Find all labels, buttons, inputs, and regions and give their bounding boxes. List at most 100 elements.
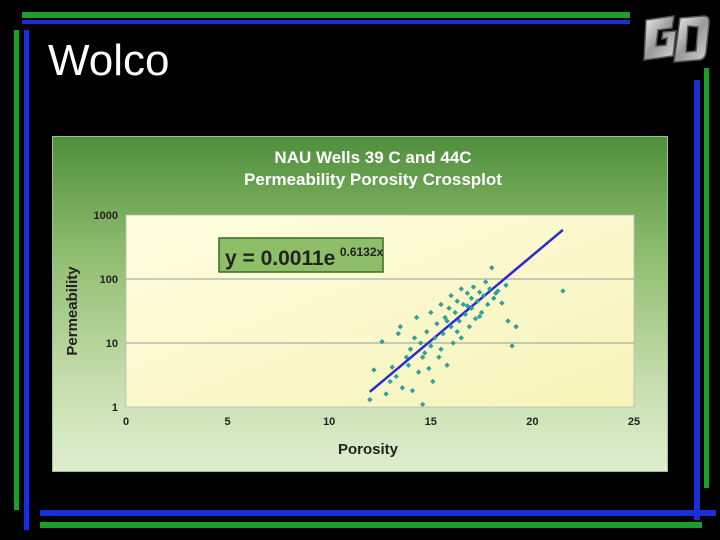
chart-svg: NAU Wells 39 C and 44C Permeability Poro… <box>64 148 640 458</box>
data-point <box>448 292 454 299</box>
frame-right-green-bar <box>704 68 709 488</box>
data-point <box>383 391 389 397</box>
frame-top-blue-bar <box>22 20 630 24</box>
x-tick-label: 10 <box>323 416 335 428</box>
trend-line <box>369 228 564 393</box>
x-axis-label: Porosity <box>338 441 399 458</box>
data-point <box>480 292 487 299</box>
slide-title: Wolco <box>48 36 170 85</box>
chart-panel: NAU Wells 39 C and 44C Permeability Poro… <box>52 136 668 472</box>
data-point <box>422 350 428 356</box>
data-point <box>452 309 458 316</box>
data-point <box>513 323 519 330</box>
frame-right-blue-bar <box>694 80 700 520</box>
data-point <box>434 321 440 327</box>
data-point <box>393 373 399 380</box>
data-point <box>444 318 450 324</box>
data-point <box>405 362 412 368</box>
x-tick-label: 5 <box>225 416 231 428</box>
data-point <box>409 387 416 394</box>
data-point <box>460 301 466 308</box>
data-point <box>419 401 426 408</box>
chart-subtitle: Permeability Porosity Crossplot <box>244 170 502 189</box>
data-point <box>489 265 495 271</box>
data-point <box>448 323 454 330</box>
data-point <box>468 295 475 301</box>
data-point <box>464 290 471 296</box>
data-point <box>379 338 385 345</box>
equation-box: y = 0.0011e 0.6132x <box>218 237 384 273</box>
data-point <box>474 298 481 304</box>
data-point <box>436 354 442 360</box>
data-point <box>419 354 426 360</box>
data-point <box>454 298 460 304</box>
data-point <box>438 346 444 352</box>
go-logo-icon <box>643 15 710 63</box>
data-point <box>444 362 450 368</box>
data-point <box>428 343 434 349</box>
data-point <box>397 323 404 330</box>
x-tick-label: 25 <box>628 416 640 428</box>
frame-top-green-bar <box>22 12 630 18</box>
frame-bottom-blue-bar <box>40 510 716 516</box>
data-point <box>476 289 483 295</box>
x-tick-label: 15 <box>425 416 437 428</box>
data-point <box>446 305 452 311</box>
data-point <box>495 288 501 294</box>
svg-text:y = 0.0011e 0.6132x: y = 0.0011e 0.6132x <box>225 245 384 270</box>
data-point <box>371 367 377 373</box>
data-point <box>450 340 456 346</box>
data-point <box>560 288 566 294</box>
data-point <box>426 365 432 372</box>
x-tick-label: 20 <box>526 416 538 428</box>
y-tick-label: 1 <box>112 402 118 414</box>
data-point <box>432 335 438 341</box>
data-point <box>399 385 406 391</box>
data-point <box>442 314 448 321</box>
chart-title: NAU Wells 39 C and 44C <box>274 148 471 167</box>
data-point <box>424 329 430 335</box>
data-point <box>389 364 395 370</box>
frame-left-green-bar <box>14 30 19 510</box>
data-point <box>415 369 422 375</box>
data-point <box>407 346 414 352</box>
data-point <box>503 282 509 288</box>
data-point <box>499 300 505 306</box>
data-point <box>403 354 410 360</box>
data-point <box>476 313 483 320</box>
data-point <box>485 301 491 308</box>
data-point <box>466 323 473 330</box>
data-point <box>509 343 515 349</box>
data-point <box>458 335 464 341</box>
data-point <box>387 378 393 385</box>
data-point <box>395 330 401 337</box>
x-tick-label: 0 <box>123 416 129 428</box>
data-point <box>428 309 434 316</box>
data-point <box>472 315 479 322</box>
frame-bottom-green-bar <box>40 522 702 528</box>
y-axis-label: Permeability <box>64 266 81 356</box>
y-tick-label: 10 <box>106 338 118 350</box>
data-point <box>430 378 436 385</box>
data-point <box>478 309 485 316</box>
y-tick-label: 100 <box>100 274 118 286</box>
data-point <box>438 301 444 308</box>
data-point <box>468 305 475 311</box>
data-point <box>417 340 424 346</box>
equation-exponent: 0.6132x <box>340 245 384 259</box>
equation-base: y = 0.0011e <box>225 247 335 270</box>
data-point <box>491 295 497 301</box>
data-point <box>505 318 511 324</box>
y-tick-label: 1000 <box>94 210 118 222</box>
data-point <box>413 314 420 321</box>
data-point <box>470 284 477 290</box>
data-point <box>482 279 489 285</box>
data-point <box>464 303 471 309</box>
data-point <box>411 335 418 341</box>
data-point <box>458 286 464 292</box>
data-point <box>462 311 469 318</box>
data-point <box>454 329 460 335</box>
data-point <box>440 330 446 337</box>
frame-left-blue-bar <box>24 30 29 530</box>
data-point <box>367 397 373 403</box>
